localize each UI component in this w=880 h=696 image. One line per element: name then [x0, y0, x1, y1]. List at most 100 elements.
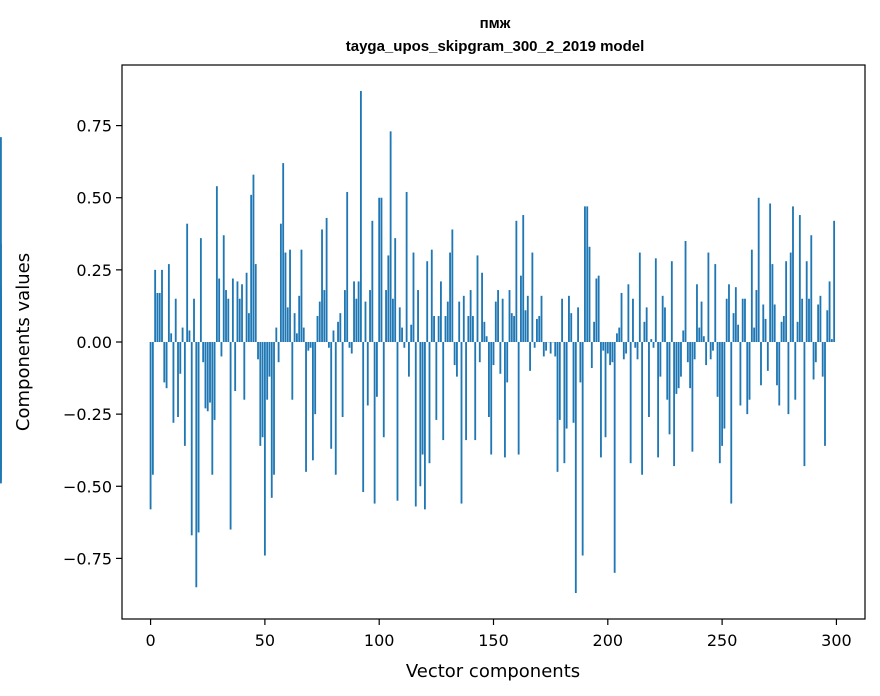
bar-288 — [808, 298, 810, 342]
bar-110 — [401, 327, 403, 342]
bar-167 — [531, 252, 534, 342]
bar-286 — [803, 342, 806, 467]
bar-173 — [545, 342, 547, 351]
bar-172 — [542, 342, 545, 357]
bar-25 — [206, 342, 209, 412]
bar-144 — [478, 342, 481, 363]
bar-219 — [650, 339, 653, 342]
bar-103 — [385, 290, 387, 342]
bar-53 — [270, 342, 273, 498]
bar-74 — [318, 301, 321, 342]
bar-155 — [504, 342, 506, 458]
bar-199 — [604, 342, 607, 438]
chart-subtitle: tayga_upos_skipgram_300_2_2019 model — [346, 38, 645, 55]
bar-186 — [574, 342, 577, 594]
bar-140 — [469, 290, 472, 342]
bar-122 — [428, 342, 431, 464]
bar-136 — [460, 342, 463, 504]
bar-247 — [714, 264, 717, 342]
bar-29 — [215, 186, 218, 342]
bar-207 — [622, 342, 625, 360]
bar-294 — [821, 342, 824, 377]
bar-243 — [705, 342, 708, 366]
chart-title: пмж — [480, 15, 511, 32]
bar-203 — [613, 342, 616, 573]
bar-197 — [600, 342, 602, 458]
bar-35 — [229, 342, 232, 530]
bar-188 — [579, 342, 582, 383]
x-tick-label: 100 — [364, 631, 395, 650]
bar-208 — [625, 342, 628, 354]
bar-175 — [549, 342, 552, 354]
bar-242 — [702, 336, 705, 342]
bar-239 — [696, 284, 698, 342]
bar-289 — [810, 235, 813, 342]
bar-62 — [291, 342, 294, 400]
bar-94 — [364, 301, 367, 342]
bar-220 — [652, 342, 655, 348]
bar-49 — [261, 342, 264, 438]
bar-92 — [359, 90, 362, 342]
bar-48 — [259, 342, 262, 446]
bar-57 — [279, 223, 282, 342]
bar-248 — [716, 342, 719, 397]
bar-296 — [826, 310, 829, 342]
bar-263 — [750, 249, 753, 342]
bar-214 — [638, 252, 641, 342]
bar-30 — [218, 278, 221, 342]
bar-201 — [609, 342, 612, 366]
bar-120 — [424, 342, 426, 510]
bar-108 — [396, 342, 399, 501]
bar-249 — [718, 342, 721, 464]
bar-264 — [753, 327, 756, 342]
bar-41 — [243, 342, 246, 400]
bar-106 — [391, 298, 394, 342]
bar-3 — [156, 292, 159, 342]
bar-160 — [515, 220, 518, 342]
bar-252 — [725, 298, 728, 342]
bar-187 — [577, 307, 579, 343]
bar-260 — [744, 298, 746, 342]
bar-158 — [510, 313, 513, 342]
bar-181 — [563, 342, 566, 464]
bar-281 — [792, 206, 794, 342]
bar-23 — [202, 342, 205, 363]
bar-21 — [197, 342, 200, 533]
bar-0 — [149, 342, 152, 510]
bar-46 — [254, 264, 257, 342]
y-axis-label: Components values — [13, 253, 34, 431]
bar-189 — [581, 342, 584, 556]
bar-45 — [252, 174, 255, 342]
bar-229 — [673, 342, 676, 467]
bar-293 — [819, 295, 822, 342]
bar-4 — [158, 292, 161, 342]
bar-111 — [403, 342, 406, 348]
bar-82 — [337, 321, 339, 342]
x-tick-label: 50 — [255, 631, 275, 650]
bar-17 — [188, 330, 191, 342]
bar-5 — [161, 269, 163, 342]
bar-295 — [824, 342, 826, 446]
bar-77 — [325, 217, 328, 342]
bar-20 — [195, 342, 198, 588]
bar-259 — [741, 298, 744, 342]
bar-18 — [190, 342, 193, 536]
bar-6 — [163, 342, 166, 383]
bar-234 — [684, 241, 687, 342]
bar-183 — [568, 295, 570, 342]
bar-112 — [405, 191, 408, 342]
bar-223 — [659, 342, 662, 377]
bar-232 — [680, 342, 682, 377]
bar-190 — [584, 206, 586, 342]
bar-16 — [186, 223, 189, 342]
bar-19 — [193, 298, 195, 342]
bar-250 — [721, 342, 724, 446]
bar-195 — [595, 278, 598, 342]
bar-119 — [421, 342, 424, 455]
bar-196 — [597, 275, 600, 342]
bar-55 — [275, 327, 278, 342]
bar-76 — [323, 290, 326, 342]
bar-83 — [339, 313, 342, 342]
bar-2 — [154, 269, 157, 342]
bar-292 — [817, 304, 820, 342]
